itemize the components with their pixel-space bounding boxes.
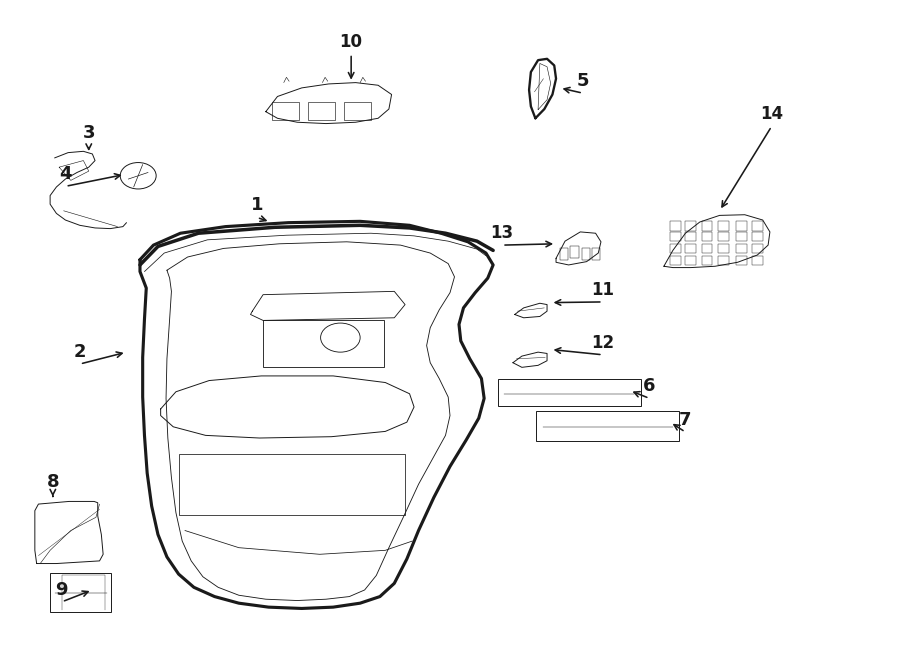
Bar: [670, 221, 681, 230]
Text: 9: 9: [56, 581, 68, 599]
Bar: [686, 244, 697, 253]
Bar: [344, 103, 371, 120]
Bar: [752, 232, 762, 241]
Text: 3: 3: [83, 124, 95, 142]
Text: 2: 2: [74, 343, 86, 361]
Bar: [571, 246, 579, 258]
Text: 5: 5: [577, 72, 590, 90]
Bar: [670, 256, 681, 265]
Text: 6: 6: [644, 377, 656, 395]
Bar: [702, 244, 713, 253]
Bar: [702, 256, 713, 265]
Bar: [736, 256, 746, 265]
Bar: [686, 256, 697, 265]
Bar: [686, 232, 697, 241]
Bar: [752, 256, 762, 265]
Bar: [592, 248, 600, 260]
Text: 7: 7: [680, 411, 692, 429]
Bar: [686, 221, 697, 230]
Text: 14: 14: [760, 105, 783, 123]
Bar: [718, 244, 729, 253]
Bar: [560, 248, 568, 260]
Text: 12: 12: [591, 334, 615, 352]
Text: 13: 13: [491, 224, 514, 242]
Bar: [752, 221, 762, 230]
Bar: [50, 573, 112, 612]
Bar: [670, 232, 681, 241]
Bar: [718, 221, 729, 230]
Bar: [582, 248, 590, 260]
Text: 4: 4: [59, 166, 72, 183]
Text: 10: 10: [339, 32, 363, 51]
Text: 11: 11: [591, 281, 615, 299]
Bar: [702, 232, 713, 241]
Text: 8: 8: [47, 473, 59, 491]
Bar: [702, 221, 713, 230]
Bar: [752, 244, 762, 253]
Bar: [178, 454, 405, 514]
Bar: [736, 244, 746, 253]
Bar: [736, 221, 746, 230]
Text: 1: 1: [250, 197, 263, 214]
Bar: [718, 232, 729, 241]
Bar: [736, 232, 746, 241]
Bar: [718, 256, 729, 265]
Bar: [670, 244, 681, 253]
Bar: [263, 320, 384, 367]
Bar: [308, 103, 335, 120]
Bar: [272, 103, 299, 120]
